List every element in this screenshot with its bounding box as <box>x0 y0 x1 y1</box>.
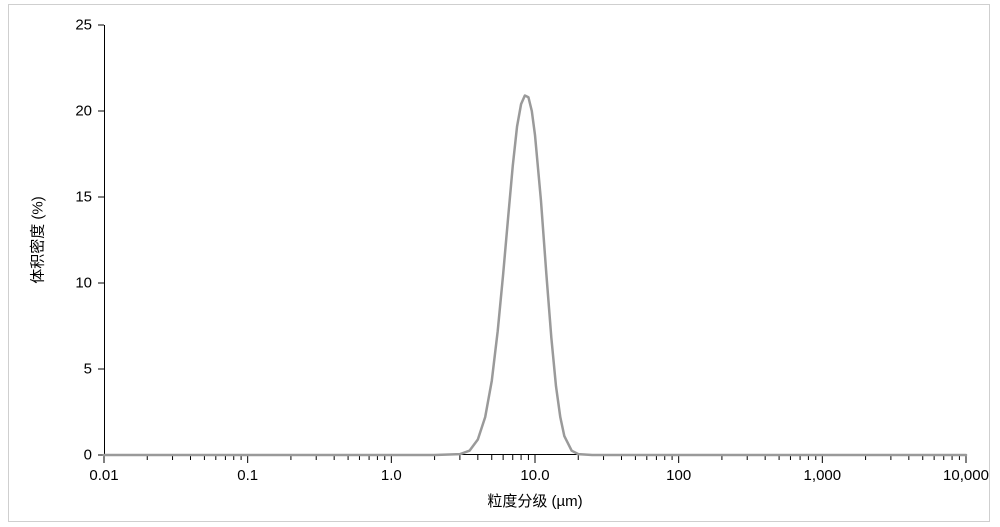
x-tick-label: 10,000 <box>943 467 989 484</box>
y-tick-label: 0 <box>9 447 92 464</box>
x-tick-label: 10.0 <box>520 467 549 484</box>
y-tick-label: 15 <box>9 189 92 206</box>
x-axis-label: 粒度分级 (µm) <box>487 490 582 511</box>
x-tick-label: 0.1 <box>237 467 258 484</box>
x-tick-label: 1,000 <box>804 467 842 484</box>
y-tick-label: 20 <box>9 103 92 120</box>
chart-svg <box>9 5 991 523</box>
y-tick-label: 25 <box>9 17 92 34</box>
x-tick-label: 100 <box>666 467 691 484</box>
y-tick-label: 10 <box>9 275 92 292</box>
x-tick-label: 1.0 <box>381 467 402 484</box>
x-tick-label: 0.01 <box>89 467 118 484</box>
chart-frame: 体积密度 (%) 粒度分级 (µm) 0 5 10 15 20 25 0.01 0.1 1.0 1… <box>8 4 990 522</box>
plot-wrap: 体积密度 (%) 粒度分级 (µm) 0 5 10 15 20 25 0.01 0.1 1.0 1… <box>9 5 989 521</box>
y-tick-label: 5 <box>9 361 92 378</box>
y-axis-label: 体积密度 (%) <box>27 196 48 284</box>
